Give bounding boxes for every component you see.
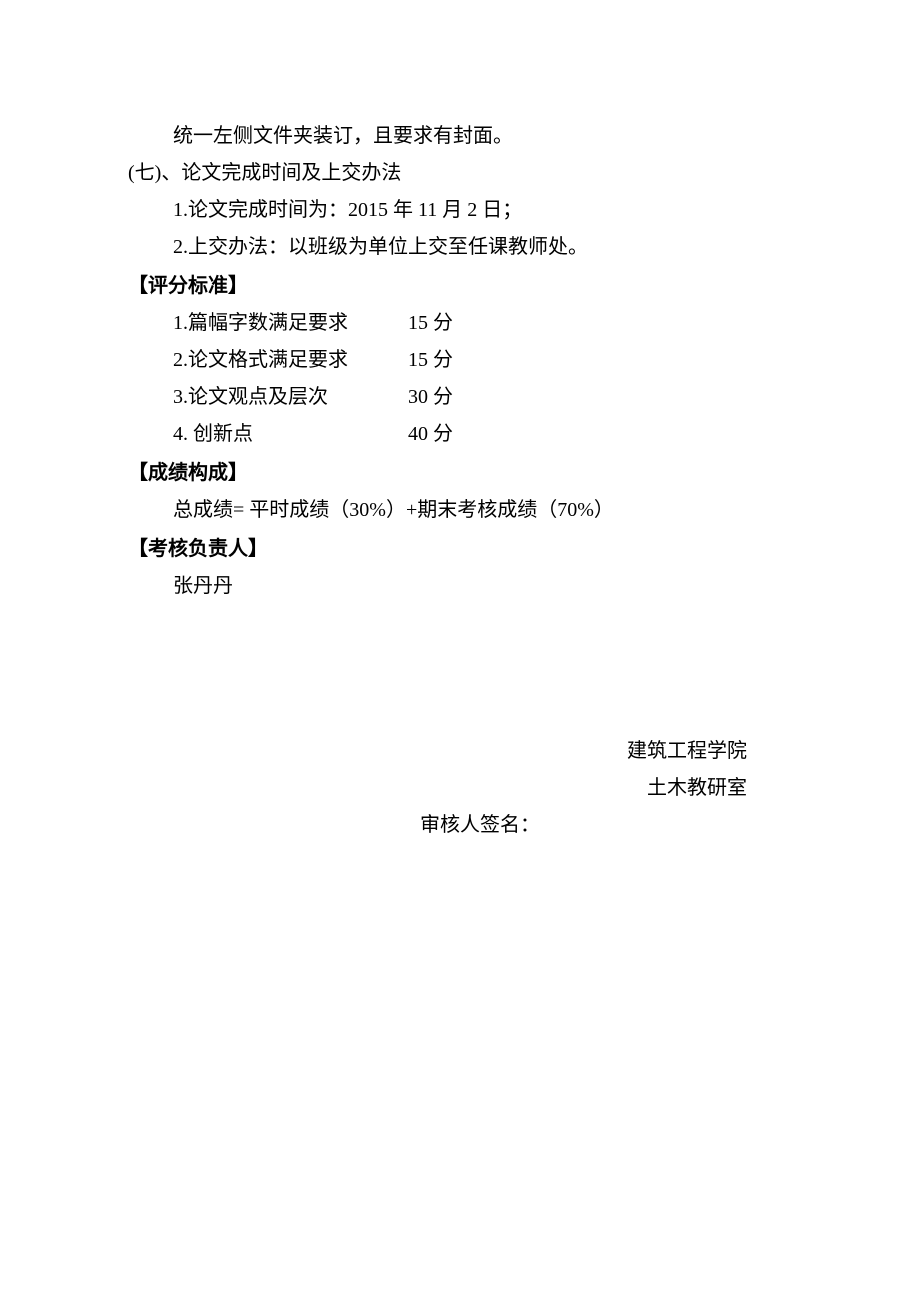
responsible-person-name: 张丹丹 [128,568,792,605]
responsible-person-title: 【考核负责人】 [128,531,792,568]
binding-instruction: 统一左侧文件夹装订，且要求有封面。 [128,118,792,155]
section-7-title: (七)、论文完成时间及上交办法 [128,155,792,192]
criteria-label: 1.篇幅字数满足要求 [173,305,408,342]
reviewer-signature-label: 审核人签名： [128,807,792,844]
criteria-row: 1.篇幅字数满足要求 15 分 [128,305,792,342]
grade-composition-title: 【成绩构成】 [128,455,792,492]
section-7-item-2: 2.上交办法：以班级为单位上交至任课教师处。 [128,229,792,266]
criteria-score: 15 分 [408,305,453,342]
criteria-label: 4. 创新点 [173,416,408,453]
signature-block: 建筑工程学院 土木教研室 [128,733,792,807]
section-7-item-1: 1.论文完成时间为：2015 年 11 月 2 日； [128,192,792,229]
grading-standards-title: 【评分标准】 [128,268,792,305]
criteria-label: 3.论文观点及层次 [173,379,408,416]
criteria-score: 40 分 [408,416,453,453]
department-name: 土木教研室 [128,770,747,807]
criteria-score: 15 分 [408,342,453,379]
criteria-label: 2.论文格式满足要求 [173,342,408,379]
grade-composition-formula: 总成绩= 平时成绩（30%）+期末考核成绩（70%） [128,492,792,529]
criteria-score: 30 分 [408,379,453,416]
criteria-row: 2.论文格式满足要求 15 分 [128,342,792,379]
institution-name: 建筑工程学院 [128,733,747,770]
criteria-row: 4. 创新点 40 分 [128,416,792,453]
criteria-row: 3.论文观点及层次 30 分 [128,379,792,416]
